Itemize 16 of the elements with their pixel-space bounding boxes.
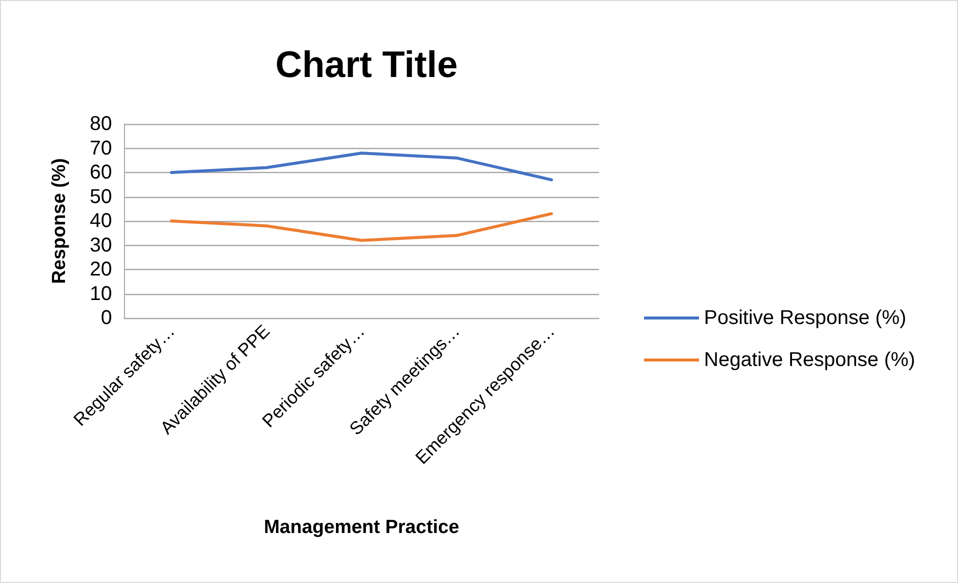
line-series [170,152,553,182]
y-tick-label: 70 [90,137,112,160]
legend-label: Negative Response (%) [704,349,916,371]
y-tick-label: 0 [100,307,112,329]
y-axis-title: Response (%) [49,158,70,284]
y-tick-label: 10 [90,282,112,305]
y-tick-label: 40 [90,210,112,232]
line-series [170,212,553,242]
x-axis-title: Management Practice [264,517,460,538]
y-tick-label: 20 [90,258,112,280]
y-tick-label: 80 [90,113,112,135]
legend-label: Positive Response (%) [704,307,906,329]
y-tick-label: 30 [90,234,112,256]
y-tick-label: 60 [90,162,112,184]
chart-title: Chart Title [275,44,458,85]
y-tick-label: 50 [90,186,112,208]
